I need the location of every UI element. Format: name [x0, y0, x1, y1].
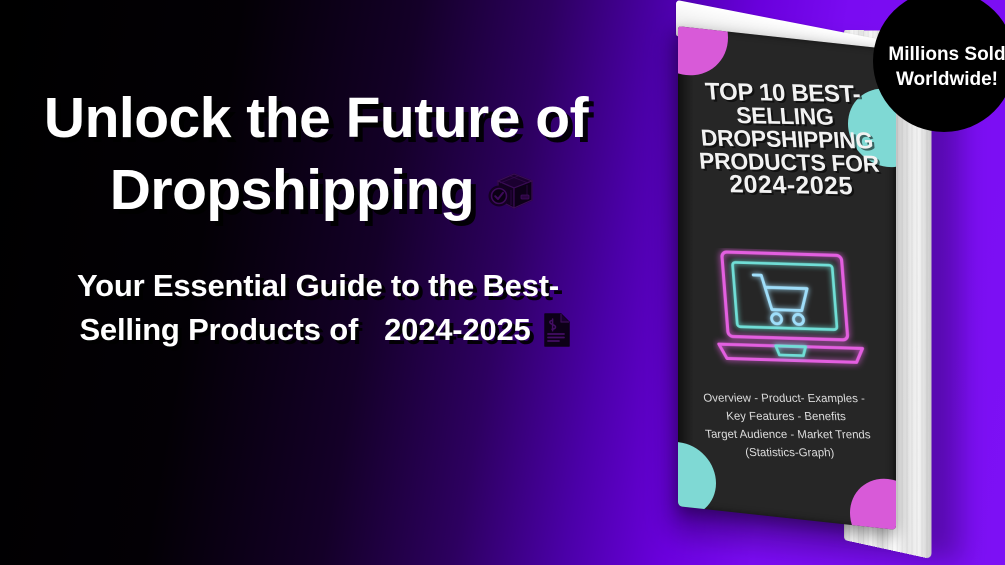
- corner-accent-bottom-right: [850, 474, 896, 530]
- book-bullet-2: Key Features - Benefits: [725, 410, 847, 424]
- book-front-cover: TOP 10 BEST- SELLING DROPSHIPPING PRODUC…: [678, 26, 896, 530]
- book-cover-feature-list: Overview - Product- Examples - Key Featu…: [679, 389, 895, 462]
- subhead-line-2-row: Selling Products of 2024-2025: [40, 308, 600, 352]
- headline-line-1: Unlock the Future of: [43, 86, 589, 150]
- headline-line-2: Dropshipping: [109, 158, 475, 222]
- subhead-years: 2024-2025: [384, 312, 531, 347]
- subhead-line-1: Your Essential Guide to the Best-: [76, 268, 559, 303]
- book-bullet-3: Target Audience - Market Trends: [704, 428, 872, 442]
- subhead-line-2: Selling Products of: [79, 312, 359, 347]
- invoice-document-icon: [543, 313, 571, 347]
- book-bullet-1: Overview - Product- Examples -: [702, 392, 866, 406]
- millions-sold-badge: Millions Sold Worldwide!: [873, 0, 1005, 132]
- book-bullet-4: (Statistics-Graph): [744, 446, 835, 460]
- neon-laptop-shopping-cart-icon: [705, 247, 870, 376]
- headline-block: Unlock the Future of Dropshipping: [40, 82, 600, 352]
- corner-accent-top-left: [678, 26, 728, 80]
- package-box-check-icon: [488, 167, 536, 213]
- main-headline: Unlock the Future of Dropshipping: [40, 82, 600, 226]
- sub-headline: Your Essential Guide to the Best- Sellin…: [40, 264, 600, 352]
- badge-line-2: Worldwide!: [895, 69, 999, 90]
- book-cover-title: TOP 10 BEST- SELLING DROPSHIPPING PRODUC…: [679, 78, 895, 200]
- ebook-mockup: TOP 10 BEST- SELLING DROPSHIPPING PRODUC…: [648, 0, 978, 562]
- badge-line-1: Millions Sold: [888, 44, 1005, 65]
- headline-line-2-row: Dropshipping: [40, 154, 600, 226]
